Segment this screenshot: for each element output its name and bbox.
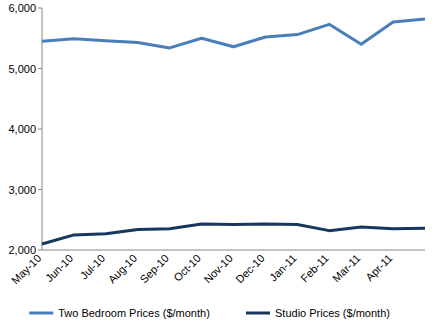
y-tick-label: 6,000	[8, 2, 36, 14]
x-tick-label: Sep-10	[138, 252, 172, 286]
legend-label: Two Bedroom Prices ($/month)	[58, 307, 210, 319]
plot-area	[42, 19, 425, 244]
legend: Two Bedroom Prices ($/month) Studio Price…	[29, 307, 390, 319]
y-tick	[38, 8, 42, 9]
x-tick-label: Apr-11	[363, 252, 394, 283]
series-line	[42, 19, 425, 48]
x-tick-label: Feb-11	[298, 252, 331, 285]
y-tick	[38, 129, 42, 130]
x-tick-label: Jan-11	[267, 252, 299, 284]
chart-svg: 2,0003,0004,0005,0006,000May-10Jun-10Jul…	[0, 0, 434, 324]
legend-swatch	[246, 312, 270, 315]
y-tick	[38, 250, 42, 251]
x-tick-label: Oct-10	[171, 252, 203, 284]
x-tick-label: Aug-10	[106, 252, 140, 286]
x-tick-label: Nov-10	[201, 252, 235, 286]
x-tick-label: Jun-10	[43, 252, 75, 284]
y-tick-label: 4,000	[8, 123, 36, 135]
y-tick-label: 5,000	[8, 63, 36, 75]
x-axis-line	[42, 250, 425, 251]
chart-container: 2,0003,0004,0005,0006,000May-10Jun-10Jul…	[0, 0, 434, 324]
y-tick-label: 3,000	[8, 184, 36, 196]
legend-swatch	[29, 312, 53, 315]
x-tick-label: May-10	[9, 252, 43, 286]
x-tick-label: Mar-11	[330, 252, 363, 285]
y-tick	[38, 189, 42, 190]
y-tick	[38, 68, 42, 69]
x-tick-label: Dec-10	[233, 252, 267, 286]
x-tick-label: Jul-10	[78, 252, 108, 282]
legend-label: Studio Prices ($/month)	[275, 307, 390, 319]
series-line	[42, 224, 425, 244]
